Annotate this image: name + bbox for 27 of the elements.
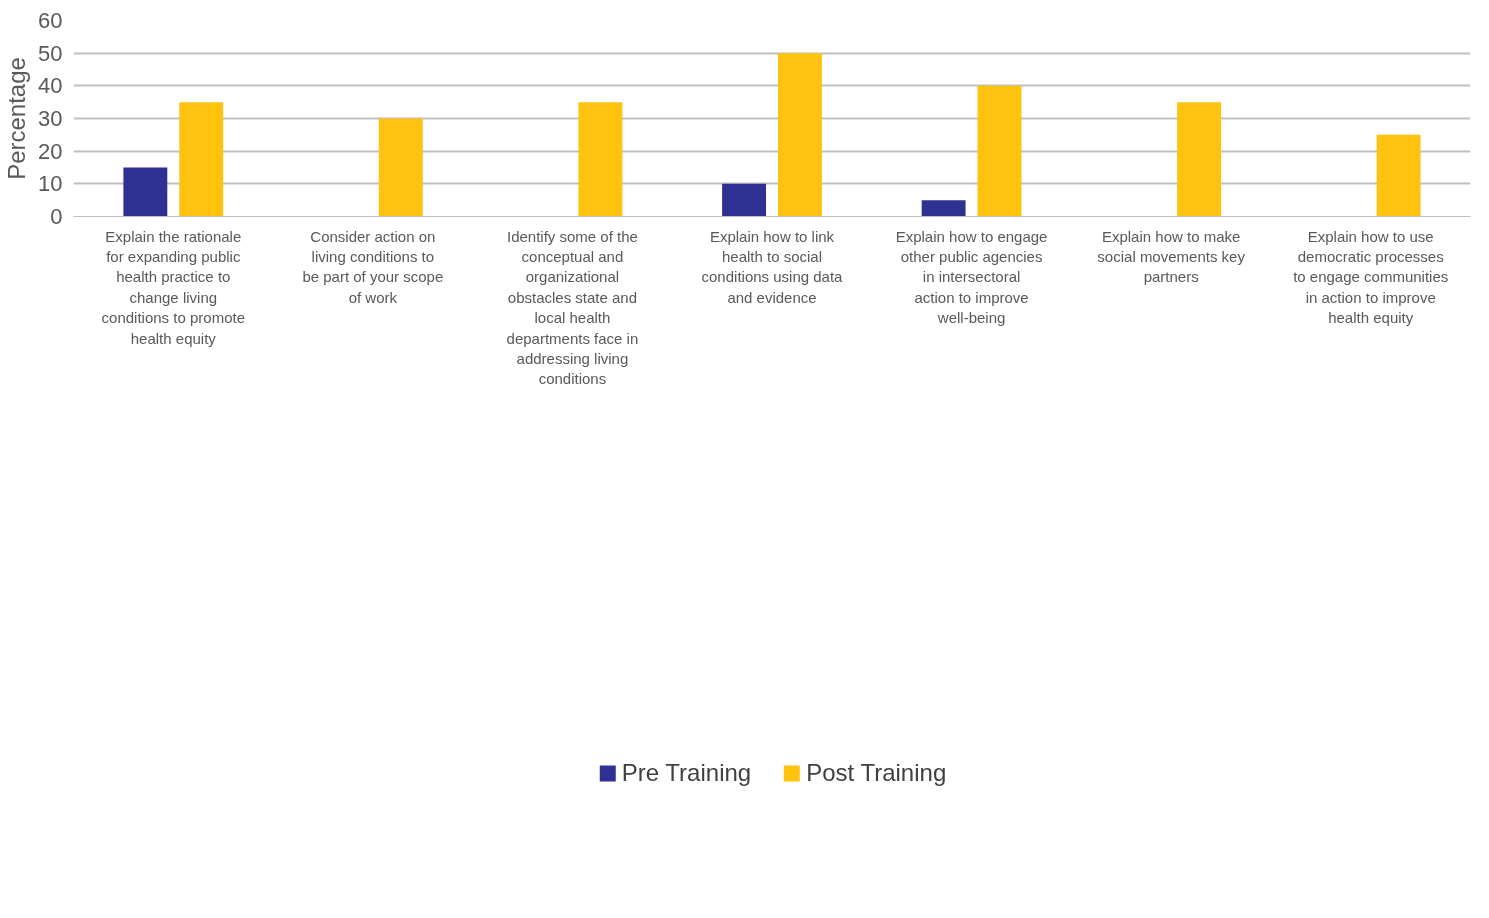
y-axis-title: Percentage xyxy=(3,57,31,180)
bar xyxy=(179,102,224,217)
y-tick-label: 40 xyxy=(38,73,63,99)
y-tick-label: 50 xyxy=(38,40,63,66)
bar xyxy=(578,102,623,217)
x-tick-label: Explain how to engage other public agencies in intersectoral action to improve well-being xyxy=(895,227,1048,327)
legend-label: Post Training xyxy=(806,759,947,787)
y-tick-label: 20 xyxy=(38,138,63,164)
bar xyxy=(977,85,1022,217)
x-tick-label: Explain how to make social movements key partners xyxy=(1097,227,1246,286)
x-tick-label: Consider action on living conditions to be part of your scope of work xyxy=(302,227,444,306)
legend-label: Pre Training xyxy=(621,759,752,787)
bar xyxy=(123,167,168,217)
y-tick-label: 0 xyxy=(50,204,63,229)
bar xyxy=(1177,102,1222,217)
bar xyxy=(378,118,423,217)
bar xyxy=(1376,134,1421,217)
y-tick-label: 10 xyxy=(38,171,63,197)
x-tick-label: Explain how to link health to social conditions using data and evidence xyxy=(701,227,844,306)
bar xyxy=(722,183,767,217)
y-tick-label: 30 xyxy=(38,106,63,131)
y-tick-label: 60 xyxy=(38,8,63,33)
x-tick-label: Identify some of the conceptual and organizational obstacles state and local health departments face in addressing living conditions xyxy=(506,227,639,388)
x-tick-label: Explain how to use democratic processes to engage communities in action to improve health equity xyxy=(1293,227,1449,327)
bar xyxy=(777,53,822,217)
bar xyxy=(921,200,966,217)
x-tick-label: Explain the rationale for expanding public health practice to change living conditions to promote health equity xyxy=(101,227,245,347)
